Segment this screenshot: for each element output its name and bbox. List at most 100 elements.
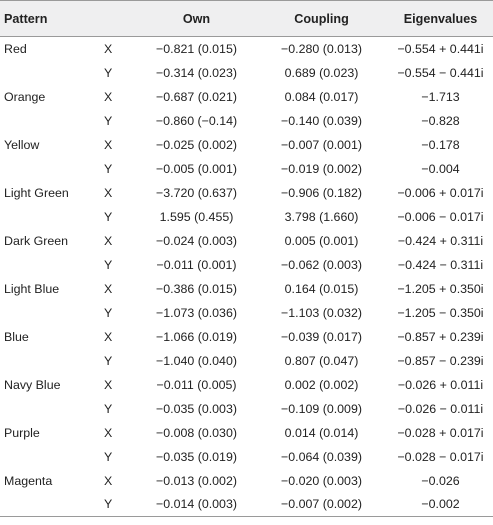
pattern-name-empty bbox=[0, 493, 104, 517]
table-row: Y −0.860 (−0.14) −0.140 (0.039) −0.828 bbox=[0, 109, 493, 133]
table-row: Y −1.073 (0.036) −1.103 (0.032) −1.205 − 0.… bbox=[0, 301, 493, 325]
own-value: −0.035 (0.019) bbox=[156, 449, 237, 464]
eigenvalue: −0.857 + 0.239i bbox=[397, 329, 484, 344]
own-value: −0.821 (0.015) bbox=[156, 41, 237, 56]
header-own: Own bbox=[182, 11, 211, 26]
pattern-name: Yellow bbox=[4, 137, 40, 152]
pattern-name-empty bbox=[0, 61, 104, 85]
pattern-name-empty bbox=[0, 109, 104, 133]
table-row: Orange X −0.687 (0.021) 0.084 (0.017) −1.713 bbox=[0, 85, 493, 109]
own-value: −0.011 (0.001) bbox=[156, 257, 237, 272]
table-row: Y 1.595 (0.455) 3.798 (1.660) −0.006 − 0.01… bbox=[0, 205, 493, 229]
variable-label: X bbox=[104, 281, 113, 296]
variable-label: X bbox=[104, 137, 113, 152]
coupling-value: −0.109 (0.009) bbox=[281, 401, 362, 416]
table-row: Red X −0.821 (0.015) −0.280 (0.013) −0.554 +… bbox=[0, 37, 493, 61]
variable-label: X bbox=[104, 185, 113, 200]
coupling-value: −0.280 (0.013) bbox=[281, 41, 362, 56]
coupling-value: −0.039 (0.017) bbox=[281, 329, 362, 344]
own-value: −0.687 (0.021) bbox=[156, 89, 237, 104]
pattern-name: Orange bbox=[4, 89, 46, 104]
table-row: Purple X −0.008 (0.030) 0.014 (0.014) −0.028… bbox=[0, 421, 493, 445]
own-value: 1.595 (0.455) bbox=[159, 209, 234, 224]
variable-label: Y bbox=[104, 353, 113, 368]
eigenvalue: −0.857 − 0.239i bbox=[397, 353, 484, 368]
eigenvalue: −0.424 + 0.311i bbox=[397, 233, 484, 248]
pattern-name-empty bbox=[0, 397, 104, 421]
eigenvalue: −1.205 + 0.350i bbox=[397, 281, 484, 296]
variable-label: Y bbox=[104, 305, 113, 320]
coupling-value: 0.005 (0.001) bbox=[284, 233, 359, 248]
table-row: Light Blue X −0.386 (0.015) 0.164 (0.015) −1… bbox=[0, 277, 493, 301]
pattern-name: Light Blue bbox=[4, 281, 60, 296]
table-row: Magenta X −0.013 (0.002) −0.020 (0.003) −0.0… bbox=[0, 469, 493, 493]
coupling-value: 3.798 (1.660) bbox=[284, 209, 359, 224]
pattern-name-empty bbox=[0, 157, 104, 181]
own-value: −1.040 (0.040) bbox=[156, 353, 237, 368]
variable-label: X bbox=[104, 425, 113, 440]
variable-label: Y bbox=[104, 449, 113, 464]
variable-label: X bbox=[104, 233, 113, 248]
eigenvalue: −0.026 + 0.011i bbox=[397, 377, 484, 392]
pattern-name-empty bbox=[0, 445, 104, 469]
variable-label: Y bbox=[104, 161, 113, 176]
pattern-name: Red bbox=[4, 41, 27, 56]
own-value: −0.860 (−0.14) bbox=[155, 113, 238, 128]
coupling-value: −1.103 (0.032) bbox=[281, 305, 362, 320]
table-header: Pattern Own Coupling Eigenvalues bbox=[0, 0, 493, 37]
coupling-value: 0.002 (0.002) bbox=[284, 377, 359, 392]
header-row: Pattern Own Coupling Eigenvalues bbox=[0, 0, 493, 37]
variable-label: X bbox=[104, 41, 113, 56]
table-row: Y −0.014 (0.003) −0.007 (0.002) −0.002 bbox=[0, 493, 493, 517]
pattern-name: Magenta bbox=[4, 473, 53, 488]
eigenvalue: −0.028 − 0.017i bbox=[397, 449, 484, 464]
pattern-name: Navy Blue bbox=[4, 377, 61, 392]
own-value: −0.013 (0.002) bbox=[156, 473, 237, 488]
own-value: −0.008 (0.030) bbox=[156, 425, 237, 440]
own-value: −3.720 (0.637) bbox=[156, 185, 237, 200]
table-row: Yellow X −0.025 (0.002) −0.007 (0.001) −0.17… bbox=[0, 133, 493, 157]
coupling-value: −0.007 (0.001) bbox=[281, 137, 362, 152]
table-row: Y −0.035 (0.003) −0.109 (0.009) −0.026 − 0.… bbox=[0, 397, 493, 421]
eigenvalue: −0.002 bbox=[421, 497, 460, 512]
own-value: −1.066 (0.019) bbox=[156, 329, 237, 344]
coupling-value: −0.019 (0.002) bbox=[281, 161, 362, 176]
coupling-value: −0.020 (0.003) bbox=[281, 473, 362, 488]
own-value: −0.024 (0.003) bbox=[156, 233, 237, 248]
header-variable bbox=[104, 1, 134, 37]
header-pattern: Pattern bbox=[4, 11, 48, 26]
own-value: −1.073 (0.036) bbox=[156, 305, 237, 320]
table-row: Blue X −1.066 (0.019) −0.039 (0.017) −0.857 … bbox=[0, 325, 493, 349]
variable-label: Y bbox=[104, 401, 113, 416]
eigenvalue: −0.004 bbox=[421, 161, 460, 176]
variable-label: Y bbox=[104, 65, 113, 80]
pattern-name: Blue bbox=[4, 329, 29, 344]
variable-label: X bbox=[104, 329, 113, 344]
eigenvalue: −1.713 bbox=[421, 89, 460, 104]
eigenvalue: −1.205 − 0.350i bbox=[397, 305, 484, 320]
eigenvalue: −0.006 + 0.017i bbox=[397, 185, 484, 200]
pattern-name: Light Green bbox=[4, 185, 69, 200]
pattern-name-empty bbox=[0, 301, 104, 325]
variable-label: X bbox=[104, 377, 113, 392]
table-row: Y −0.005 (0.001) −0.019 (0.002) −0.004 bbox=[0, 157, 493, 181]
coupling-value: 0.689 (0.023) bbox=[284, 65, 359, 80]
eigenvalue: −0.006 − 0.017i bbox=[397, 209, 484, 224]
eigenvalue: −0.178 bbox=[421, 137, 460, 152]
coupling-value: 0.807 (0.047) bbox=[284, 353, 359, 368]
table-row: Y −0.011 (0.001) −0.062 (0.003) −0.424 − 0.… bbox=[0, 253, 493, 277]
header-coupling: Coupling bbox=[294, 11, 349, 26]
eigenvalue: −0.424 − 0.311i bbox=[397, 257, 484, 272]
coupling-value: 0.164 (0.015) bbox=[284, 281, 359, 296]
pattern-name: Dark Green bbox=[4, 233, 69, 248]
pattern-name: Purple bbox=[4, 425, 40, 440]
eigenvalue: −0.026 − 0.011i bbox=[397, 401, 484, 416]
table-row: Y −0.314 (0.023) 0.689 (0.023) −0.554 − 0.4… bbox=[0, 61, 493, 85]
variable-label: X bbox=[104, 89, 113, 104]
eigenvalue: −0.828 bbox=[421, 113, 460, 128]
coupling-value: −0.007 (0.002) bbox=[281, 497, 362, 512]
coupling-value: 0.014 (0.014) bbox=[284, 425, 359, 440]
variable-label: Y bbox=[104, 497, 113, 512]
coupling-value: −0.906 (0.182) bbox=[281, 185, 362, 200]
